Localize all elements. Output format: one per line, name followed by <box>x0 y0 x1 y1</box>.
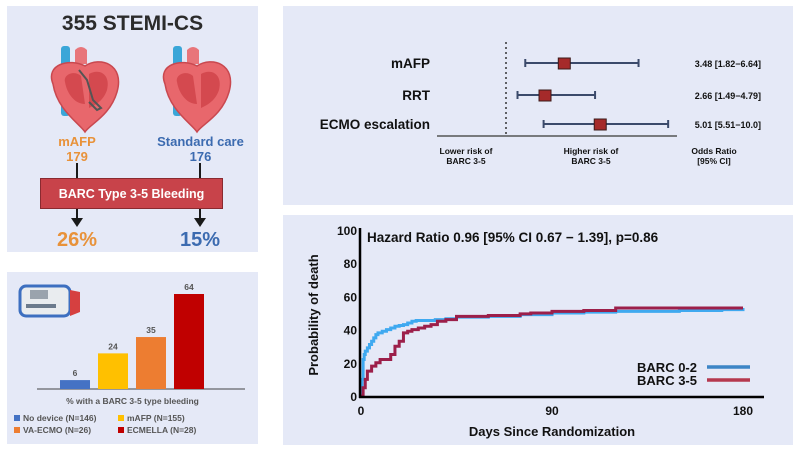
y-tick-label: 100 <box>337 224 357 238</box>
legend-label: mAFP (N=155) <box>127 413 185 423</box>
higher-risk-label-1: Higher risk of <box>564 146 619 156</box>
forest-row-label: mAFP <box>391 56 430 71</box>
group-standard-care-label: Standard care 176 <box>143 134 258 164</box>
legend-label: BARC 3-5 <box>637 373 697 388</box>
or-header-2: [95% CI] <box>697 156 731 166</box>
flow-arrows <box>71 163 206 227</box>
legend-item: ECMELLA (N=28) <box>118 425 196 435</box>
heart-with-device-icon <box>50 46 120 134</box>
forest-row-label: ECMO escalation <box>320 117 430 132</box>
legend-swatch <box>14 427 20 433</box>
forest-row-label: RRT <box>402 88 430 103</box>
odds-ratio-value: 5.01 [5.51−10.0] <box>695 120 761 130</box>
x-tick-label: 0 <box>358 404 365 418</box>
group-mafp-label: mAFP 179 <box>37 134 117 164</box>
legend-item: No device (N=146) <box>14 412 118 424</box>
legend-swatch <box>14 415 20 421</box>
study-title: 355 STEMI-CS <box>61 12 204 35</box>
y-tick-label: 60 <box>344 290 358 304</box>
legend-label: BARC 0-2 <box>637 360 697 375</box>
y-tick-label: 0 <box>350 390 357 404</box>
odds-ratio-marker <box>557 57 571 70</box>
device-bleeding-panel: 6 24 35 64 % with a BARC 3-5 type bleeding … <box>7 272 258 444</box>
forest-plot: mAFP 3.48 [1.82−6.64] RRT 2.66 [1.49−4.79] E… <box>320 42 761 166</box>
y-tick-label: 20 <box>344 357 358 371</box>
group-name: mAFP <box>58 134 96 149</box>
heart-icon <box>162 46 232 134</box>
ecmo-device-icon <box>18 284 80 318</box>
bar <box>98 353 128 389</box>
higher-risk-label-2: BARC 3-5 <box>571 156 610 166</box>
bar-value-label: 64 <box>184 282 194 292</box>
legend-swatch <box>118 415 124 421</box>
bar <box>174 294 204 389</box>
bar-value-label: 6 <box>73 368 78 378</box>
hazard-ratio-title: Hazard Ratio 0.96 [95% CI 0.67 − 1.39], … <box>367 230 659 245</box>
y-tick-label: 80 <box>344 257 358 271</box>
legend-label: No device (N=146) <box>23 413 97 423</box>
bar-xlabel: % with a BARC 3-5 type bleeding <box>66 396 199 406</box>
lower-risk-label-2: BARC 3-5 <box>446 156 485 166</box>
bar-legend: No device (N=146) mAFP (N=155) VA-ECMO (N… <box>14 412 254 436</box>
x-tick-label: 90 <box>545 404 559 418</box>
kaplan-meier-chart: 0 20 40 60 80 100 0 90 180 Hazard Ratio 0.96 [95… <box>306 224 764 439</box>
y-axis-label: Probability of death <box>306 254 321 375</box>
group-count: 179 <box>66 149 88 164</box>
lower-risk-label-1: Lower risk of <box>440 146 493 156</box>
bar <box>60 380 90 389</box>
mafp-result: 26% <box>56 229 98 251</box>
legend-swatch <box>118 427 124 433</box>
standard-care-result: 15% <box>179 229 221 251</box>
km-curve-barc-3-5 <box>361 306 743 398</box>
legend-label: ECMELLA (N=28) <box>127 425 197 435</box>
odds-ratio-value: 2.66 [1.49−4.79] <box>695 91 761 101</box>
odds-ratio-marker <box>538 89 552 102</box>
forest-plot-panel: mAFP 3.48 [1.82−6.64] RRT 2.66 [1.49−4.79] E… <box>283 6 793 205</box>
outcome-box: BARC Type 3-5 Bleeding <box>40 178 223 209</box>
y-tick-label: 40 <box>344 324 358 338</box>
odds-ratio-value: 3.48 [1.82−6.64] <box>695 59 761 69</box>
x-tick-label: 180 <box>733 404 753 418</box>
group-name: Standard care <box>157 134 244 149</box>
odds-ratio-marker <box>593 118 607 131</box>
kaplan-meier-panel: 0 20 40 60 80 100 0 90 180 Hazard Ratio 0.96 [95… <box>283 215 793 445</box>
bar <box>136 337 166 389</box>
or-header-1: Odds Ratio <box>691 146 736 156</box>
legend-item: VA-ECMO (N=26) <box>14 424 118 436</box>
device-bar-chart: 6 24 35 64 <box>18 282 245 390</box>
x-axis-label: Days Since Randomization <box>469 424 635 439</box>
design-graphics <box>50 46 232 227</box>
bar-value-label: 24 <box>108 341 118 351</box>
study-design-panel: 355 STEMI-CS mAFP 179 <box>7 6 258 252</box>
legend-label: VA-ECMO (N=26) <box>23 425 92 435</box>
group-count: 176 <box>189 149 212 164</box>
legend-item: mAFP (N=155) <box>118 413 185 423</box>
bar-value-label: 35 <box>146 325 156 335</box>
